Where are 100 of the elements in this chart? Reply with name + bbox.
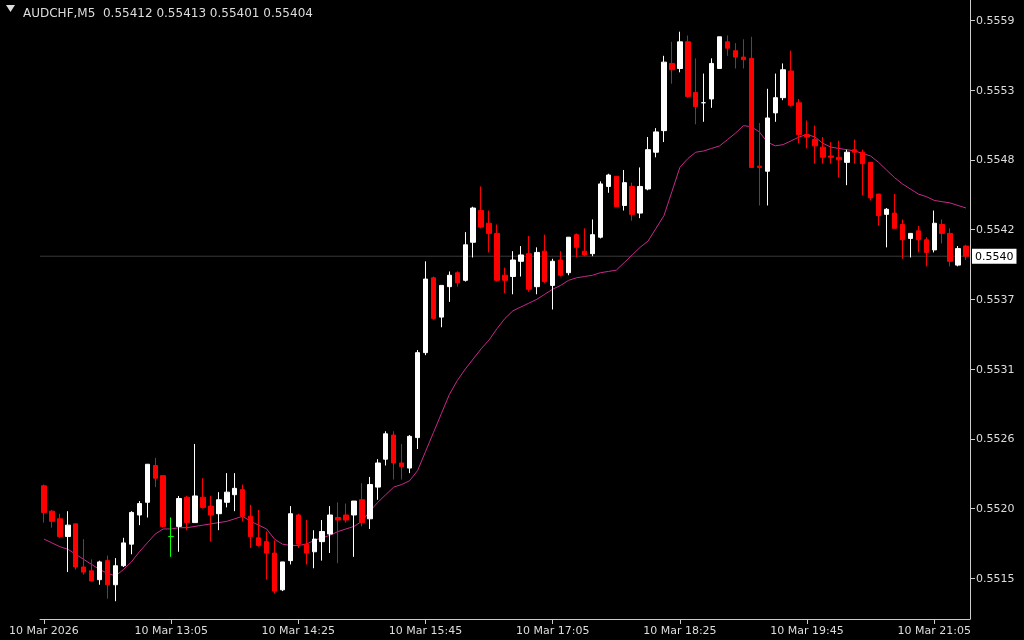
candlestick (534, 246, 540, 295)
candlestick (65, 510, 71, 573)
candlestick (423, 260, 428, 356)
y-tick-label: 0.5526 (976, 432, 1015, 446)
candlestick (788, 50, 794, 108)
candlestick (900, 218, 905, 260)
candlestick (296, 513, 301, 549)
candlestick (908, 232, 913, 258)
x-tick-label: 10 Mar 15:45 (388, 624, 463, 637)
candlestick (924, 236, 929, 267)
candlestick (224, 472, 230, 508)
candlestick (963, 244, 969, 261)
candlestick (168, 517, 174, 558)
candlestick (391, 430, 396, 480)
candlestick (89, 558, 94, 582)
candlestick (645, 136, 651, 191)
candlestick (327, 505, 333, 554)
candlestick (304, 519, 309, 565)
candlestick (415, 349, 420, 450)
y-tick-label: 0.5515 (976, 571, 1015, 585)
candlestick (41, 484, 47, 524)
candlestick (486, 210, 492, 253)
candlestick (550, 258, 555, 310)
candlestick (812, 125, 818, 165)
candlestick (598, 180, 603, 239)
candlestick (399, 443, 404, 480)
candlestick (232, 472, 237, 512)
candlestick (518, 245, 524, 278)
x-tick-label: 10 Mar 2026 (9, 624, 79, 637)
candlestick (153, 457, 158, 488)
line-series (43, 125, 967, 577)
y-tick-label: 0.5537 (976, 292, 1015, 306)
candlestick (757, 122, 762, 206)
y-tick-label: 0.5520 (976, 502, 1015, 516)
candlestick (248, 504, 253, 549)
candlestick (192, 443, 198, 524)
y-tick-label: 0.5531 (976, 362, 1015, 376)
candlestick (955, 245, 961, 267)
candlestick (725, 35, 730, 57)
y-tick-label: 0.5542 (976, 223, 1015, 237)
candlestick (200, 477, 206, 510)
y-tick-label: 0.5548 (976, 153, 1015, 167)
candlestick (860, 149, 865, 196)
candlestick (184, 495, 190, 531)
candlestick (669, 41, 675, 85)
candlestick (614, 175, 619, 208)
candlestick (176, 495, 182, 553)
candlestick (312, 529, 317, 569)
candlestick (335, 501, 341, 564)
candlestick (49, 509, 55, 529)
candlestick (494, 224, 500, 283)
candlestick (765, 88, 770, 206)
candlestick (359, 482, 365, 527)
candlestick (876, 193, 881, 227)
x-tick-label: 10 Mar 14:25 (261, 624, 336, 637)
candlestick (622, 169, 627, 212)
candlestick (868, 161, 873, 201)
candlestick (439, 284, 444, 328)
candlestick (113, 557, 118, 602)
candlestick (916, 225, 921, 253)
candlestick (256, 509, 261, 548)
x-tick-label: 10 Mar 13:05 (134, 624, 208, 637)
candlestick (526, 235, 532, 293)
candlestick (947, 227, 953, 267)
candlestick (272, 539, 277, 595)
candlestick (820, 136, 826, 165)
candlestick (574, 232, 579, 258)
candlestick (749, 36, 754, 168)
candlestick (407, 434, 412, 474)
candlestick (240, 484, 245, 522)
candlestick (478, 185, 484, 229)
candlestick (383, 430, 388, 467)
y-tick-label: 0.5559 (976, 13, 1015, 27)
candlestick (741, 38, 746, 69)
candlestick (264, 530, 269, 581)
candlestick (57, 513, 63, 539)
x-tick-label: 10 Mar 19:45 (770, 624, 844, 637)
candlestick (606, 173, 611, 194)
candlestick (280, 561, 285, 592)
candlestick (81, 538, 86, 576)
candlestick (709, 57, 714, 109)
candlestick (367, 476, 373, 530)
text: AUDCHF,M5 0.55412 0.55413 0.55401 0.55404 (23, 6, 313, 20)
candlestick (637, 166, 643, 219)
x-tick-label: 10 Mar 17:05 (515, 624, 590, 637)
candlestick (510, 250, 516, 295)
candlestick (780, 62, 786, 101)
ref-line-label: 0.5540 (975, 249, 1014, 263)
candlestick (693, 57, 698, 125)
candlestick (137, 500, 142, 526)
candlestick (121, 537, 126, 568)
candlestick (502, 267, 508, 294)
candlestick (717, 36, 722, 69)
candlestick (288, 505, 293, 565)
candlestick (319, 519, 325, 562)
candlestick (105, 555, 110, 600)
candlestick (939, 218, 945, 245)
candlestick (351, 500, 357, 558)
candlestick (852, 139, 857, 165)
candlestick (431, 276, 436, 321)
